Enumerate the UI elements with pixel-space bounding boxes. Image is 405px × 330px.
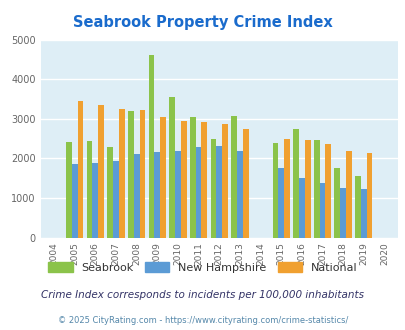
Bar [345, 151, 351, 238]
Bar [133, 154, 139, 238]
Bar [210, 139, 216, 238]
Bar [334, 168, 339, 238]
Bar [324, 144, 330, 238]
Bar [190, 117, 195, 238]
Bar [360, 189, 366, 238]
Bar [242, 129, 248, 238]
Text: © 2025 CityRating.com - https://www.cityrating.com/crime-statistics/: © 2025 CityRating.com - https://www.city… [58, 315, 347, 325]
Bar [222, 124, 227, 238]
Bar [201, 122, 207, 238]
Bar [175, 151, 180, 238]
Bar [180, 121, 186, 238]
Bar [366, 153, 371, 238]
Bar [284, 139, 289, 238]
Bar [313, 140, 319, 238]
Bar [231, 116, 237, 238]
Text: Crime Index corresponds to incidents per 100,000 inhabitants: Crime Index corresponds to incidents per… [41, 290, 364, 300]
Legend: Seabrook, New Hampshire, National: Seabrook, New Hampshire, National [44, 258, 361, 278]
Bar [72, 164, 77, 238]
Bar [169, 97, 175, 238]
Bar [277, 168, 284, 238]
Bar [86, 141, 92, 238]
Bar [92, 163, 98, 238]
Bar [319, 183, 324, 238]
Bar [272, 143, 277, 238]
Bar [298, 178, 304, 238]
Bar [195, 147, 201, 238]
Bar [339, 188, 345, 238]
Bar [237, 151, 242, 238]
Bar [216, 146, 222, 238]
Bar [148, 55, 154, 238]
Bar [107, 147, 113, 238]
Bar [119, 109, 124, 238]
Bar [66, 142, 72, 238]
Bar [154, 152, 160, 238]
Bar [77, 101, 83, 238]
Bar [139, 110, 145, 238]
Bar [98, 105, 104, 238]
Bar [160, 117, 166, 238]
Bar [113, 161, 119, 238]
Bar [304, 140, 310, 238]
Text: Seabrook Property Crime Index: Seabrook Property Crime Index [73, 15, 332, 30]
Bar [128, 111, 133, 238]
Bar [292, 129, 298, 238]
Bar [354, 176, 360, 238]
